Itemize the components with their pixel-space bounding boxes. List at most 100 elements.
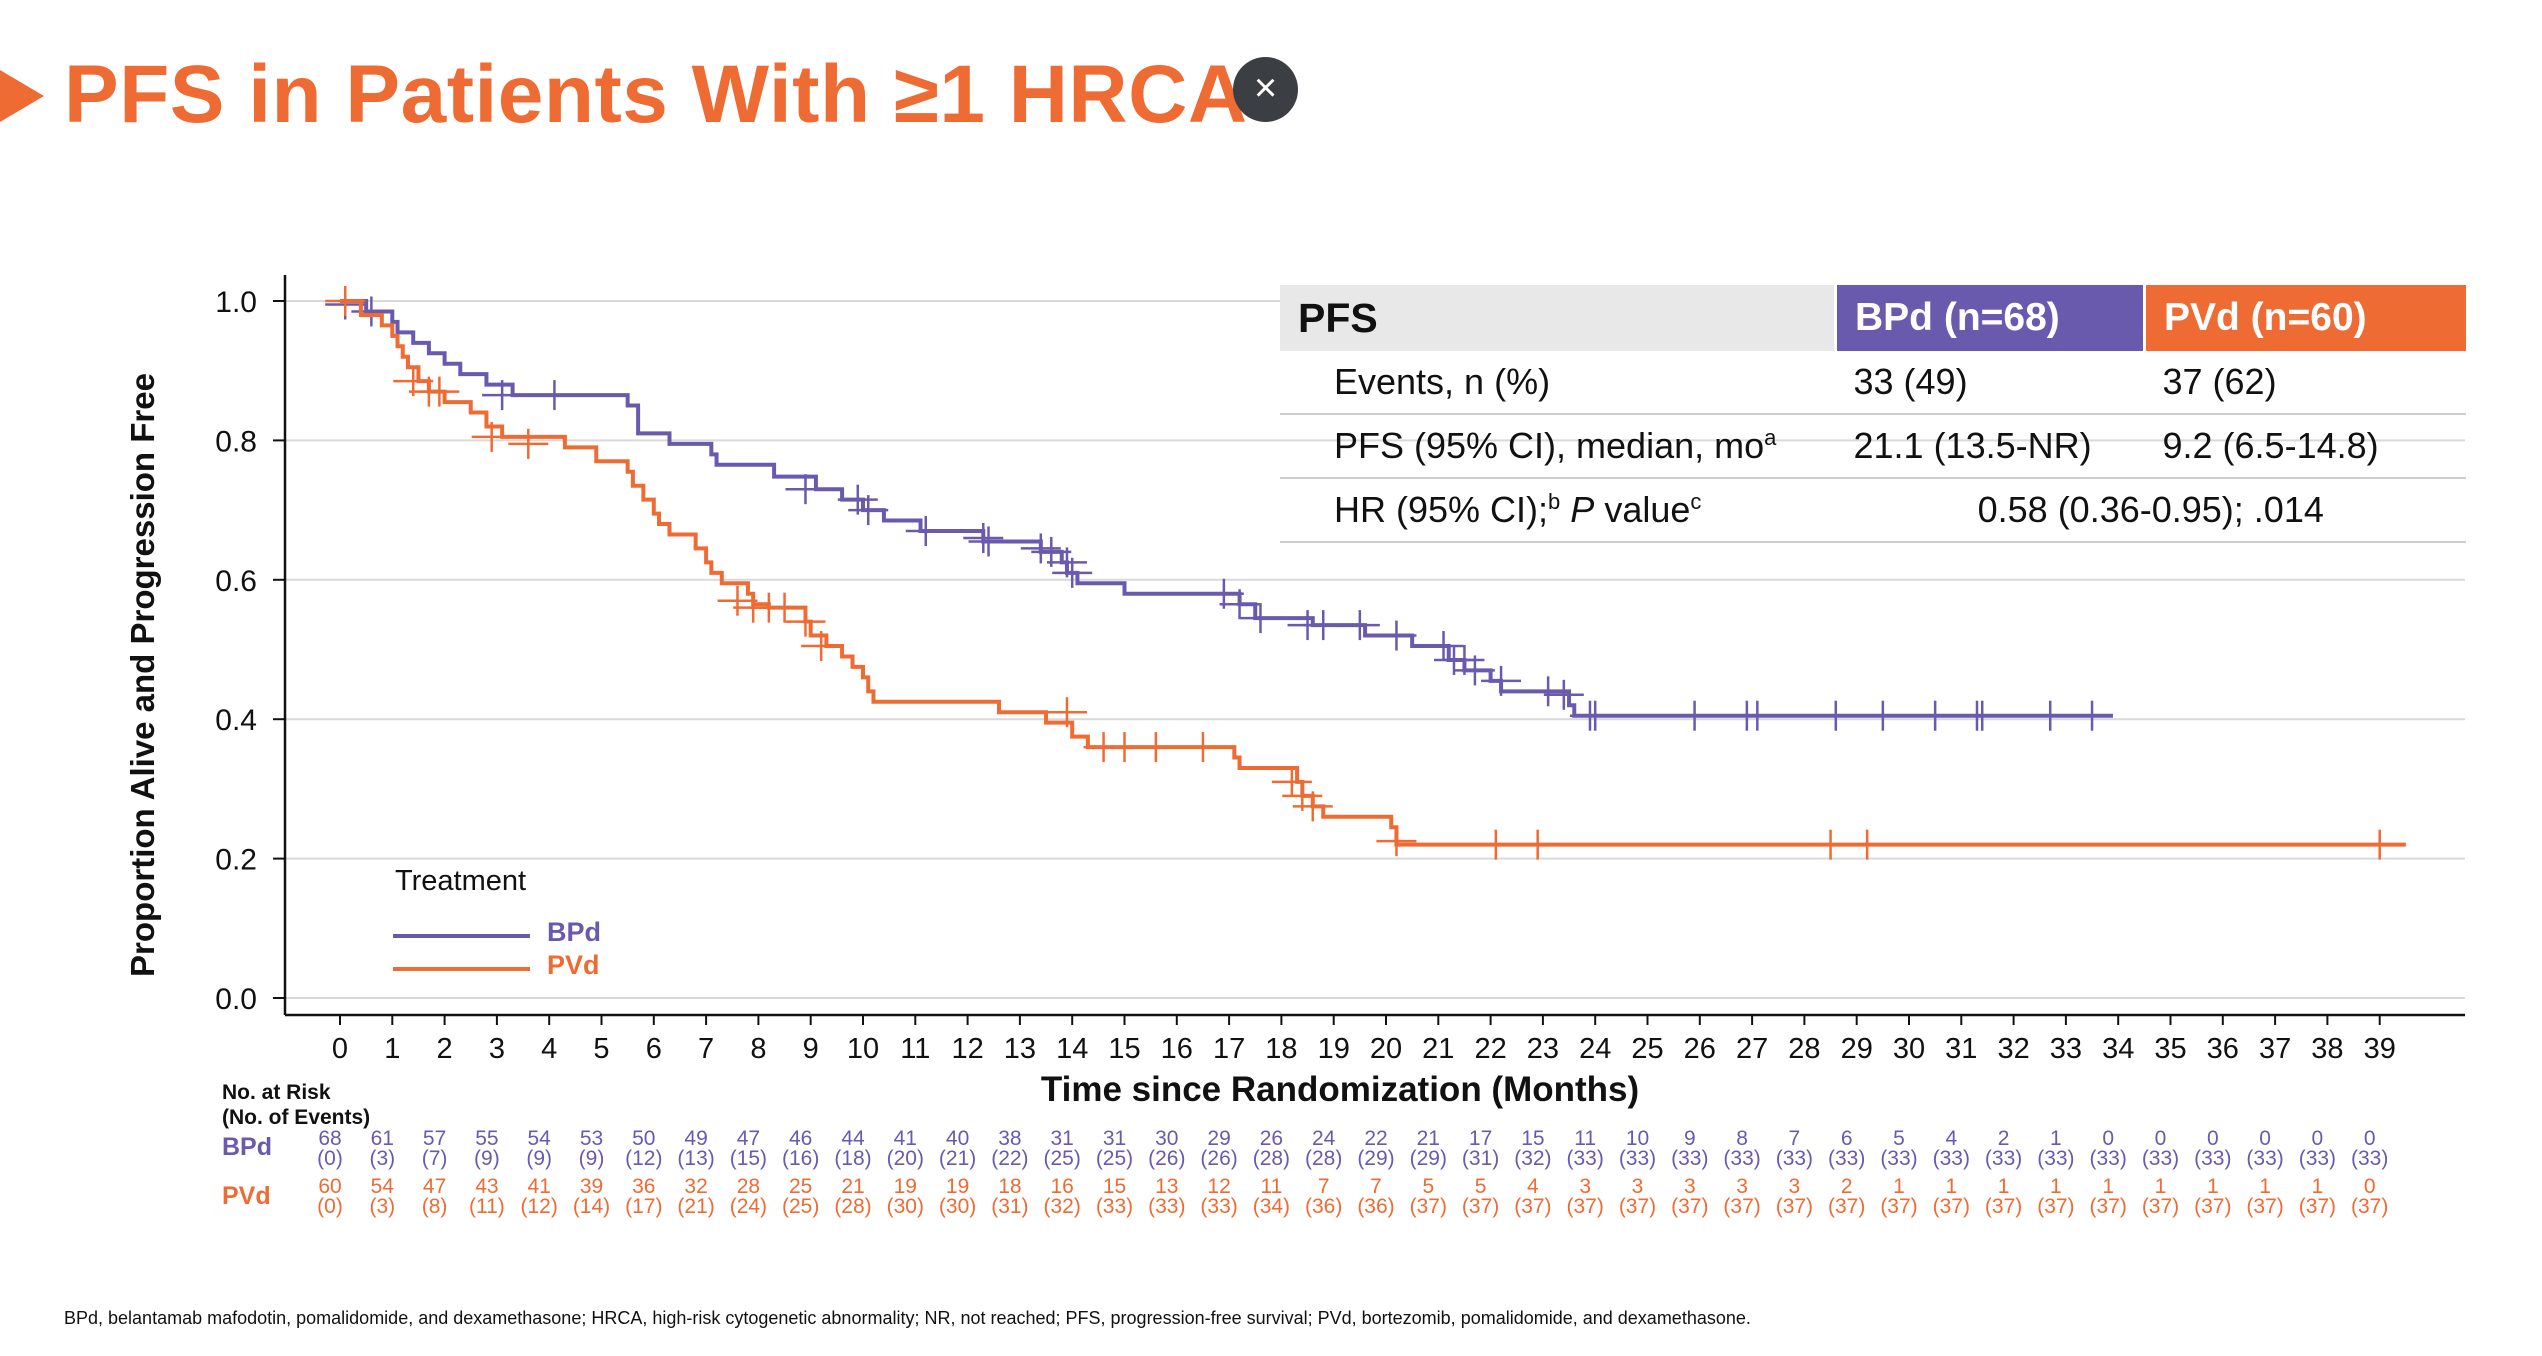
risk-bpd-count: 54 <box>527 1127 551 1150</box>
risk-pvd-count: 60 <box>318 1175 342 1198</box>
risk-bpd-events: (21) <box>938 1147 977 1170</box>
footnote: BPd, belantamab mafodotin, pomalidomide,… <box>64 1308 1751 1328</box>
risk-pvd-count: 1 <box>2154 1175 2167 1198</box>
x-tick-label: 38 <box>2311 1033 2343 1065</box>
risk-bpd-events: (33) <box>1566 1147 1604 1170</box>
x-tick-label: 5 <box>593 1033 609 1065</box>
close-button[interactable]: × <box>1233 57 1298 122</box>
median-bpd: 21.1 (13.5-NR) <box>1835 414 2145 479</box>
risk-bpd-count: 31 <box>1102 1127 1127 1150</box>
x-tick-label: 17 <box>1213 1033 1245 1065</box>
risk-pvd-count: 1 <box>2206 1175 2219 1198</box>
risk-bpd-count: 0 <box>2311 1127 2324 1150</box>
risk-bpd-count: 17 <box>1468 1127 1493 1150</box>
risk-pvd-events: (11) <box>468 1195 505 1218</box>
risk-pvd-count: 28 <box>736 1175 761 1198</box>
risk-bpd-count: 46 <box>789 1127 813 1150</box>
risk-pvd-count: 32 <box>684 1175 708 1198</box>
risk-bpd-events: (22) <box>991 1147 1029 1170</box>
x-tick-label: 24 <box>1579 1033 1611 1065</box>
risk-pvd-count: 16 <box>1050 1175 1074 1198</box>
risk-bpd-events: (28) <box>1252 1147 1291 1170</box>
x-tick-label: 30 <box>1893 1033 1925 1065</box>
risk-bpd-count: 9 <box>1683 1127 1696 1150</box>
risk-bpd-events: (9) <box>578 1147 605 1170</box>
table-header-pfs: PFS <box>1280 285 1836 351</box>
risk-table-heading: No. at Risk (No. of Events) <box>222 1080 370 1130</box>
risk-pvd-count: 1 <box>1997 1175 2010 1198</box>
risk-label-bpd: BPd <box>222 1133 272 1161</box>
x-tick-label: 28 <box>1788 1033 1820 1065</box>
risk-pvd-events: (28) <box>834 1195 872 1218</box>
risk-pvd-count: 3 <box>1631 1175 1644 1198</box>
risk-bpd-events: (33) <box>2298 1147 2337 1170</box>
x-tick-label: 37 <box>2259 1033 2291 1065</box>
x-tick-label: 11 <box>900 1033 930 1065</box>
x-tick-label: 6 <box>646 1033 662 1065</box>
risk-pvd-count: 43 <box>475 1175 499 1198</box>
risk-pvd-events: (34) <box>1252 1195 1291 1218</box>
y-tick-label: 1.0 <box>215 286 257 319</box>
risk-bpd-events: (12) <box>625 1147 663 1170</box>
risk-pvd-count: 3 <box>1736 1175 1748 1198</box>
risk-bpd-count: 57 <box>422 1127 447 1150</box>
median-pvd: 9.2 (6.5-14.8) <box>2144 414 2466 479</box>
risk-pvd-count: 13 <box>1155 1175 1179 1198</box>
risk-bpd-count: 26 <box>1259 1127 1284 1150</box>
x-tick-label: 26 <box>1684 1033 1716 1065</box>
risk-pvd-events: (0) <box>317 1195 343 1218</box>
risk-pvd-events: (14) <box>572 1195 611 1218</box>
risk-bpd-events: (33) <box>2089 1147 2127 1170</box>
x-tick-label: 27 <box>1736 1033 1768 1065</box>
risk-pvd-events: (37) <box>1984 1195 2023 1218</box>
x-tick-label: 33 <box>2050 1033 2082 1065</box>
risk-pvd-count: 41 <box>527 1175 551 1198</box>
risk-pvd-count: 4 <box>1527 1175 1539 1198</box>
risk-pvd-events: (37) <box>1409 1195 1447 1218</box>
legend-label-bpd: BPd <box>547 917 601 947</box>
legend-line-pvd <box>393 967 530 971</box>
risk-bpd-count: 22 <box>1364 1127 1388 1150</box>
risk-pvd-count: 3 <box>1579 1175 1592 1198</box>
risk-pvd-count: 47 <box>422 1175 447 1198</box>
risk-bpd-events: (33) <box>2194 1147 2232 1170</box>
row-label-events: Events, n (%) <box>1280 351 1836 415</box>
risk-bpd-events: (16) <box>782 1147 820 1170</box>
x-tick-label: 34 <box>2102 1033 2134 1065</box>
x-tick-label: 23 <box>1527 1033 1559 1065</box>
y-axis-label: Proportion Alive and Progression Free <box>124 373 161 977</box>
risk-bpd-events: (9) <box>526 1147 553 1170</box>
risk-bpd-count: 47 <box>736 1127 761 1150</box>
median-label-text: PFS (95% CI), median, mo <box>1334 425 1765 466</box>
risk-bpd-count: 53 <box>579 1127 604 1150</box>
risk-bpd-events: (33) <box>1671 1147 1709 1170</box>
risk-pvd-events: (37) <box>1775 1195 1814 1218</box>
x-tick-label: 20 <box>1370 1033 1402 1065</box>
risk-pvd-events: (24) <box>729 1195 768 1218</box>
risk-pvd-count: 7 <box>1370 1175 1382 1198</box>
x-tick-label: 29 <box>1841 1033 1873 1065</box>
risk-bpd-count: 21 <box>1416 1127 1440 1150</box>
x-tick-label: 15 <box>1108 1033 1140 1065</box>
x-tick-label: 0 <box>332 1033 348 1065</box>
risk-pvd-count: 1 <box>2311 1175 2324 1198</box>
x-tick-label: 2 <box>437 1033 453 1065</box>
risk-bpd-events: (15) <box>729 1147 768 1170</box>
risk-bpd-events: (31) <box>1461 1147 1500 1170</box>
row-label-hr: HR (95% CI);b P valuec <box>1280 478 1836 543</box>
risk-bpd-count: 1 <box>2050 1127 2062 1150</box>
risk-pvd-events: (8) <box>421 1195 448 1218</box>
risk-pvd-events: (37) <box>1880 1195 1918 1218</box>
risk-bpd-count: 61 <box>370 1127 394 1150</box>
risk-pvd-events: (37) <box>1828 1195 1866 1218</box>
table-row: HR (95% CI);b P valuec 0.58 (0.36-0.95);… <box>1280 478 2466 543</box>
risk-bpd-events: (29) <box>1409 1147 1447 1170</box>
risk-pvd-events: (36) <box>1305 1195 1343 1218</box>
row-label-median: PFS (95% CI), median, moa <box>1280 414 1836 479</box>
x-tick-label: 1 <box>384 1033 400 1065</box>
risk-pvd-events: (37) <box>2037 1195 2075 1218</box>
risk-bpd-events: (33) <box>1984 1147 2023 1170</box>
risk-bpd-events: (32) <box>1514 1147 1552 1170</box>
risk-bpd-events: (7) <box>421 1147 448 1170</box>
risk-bpd-count: 0 <box>2363 1127 2376 1150</box>
